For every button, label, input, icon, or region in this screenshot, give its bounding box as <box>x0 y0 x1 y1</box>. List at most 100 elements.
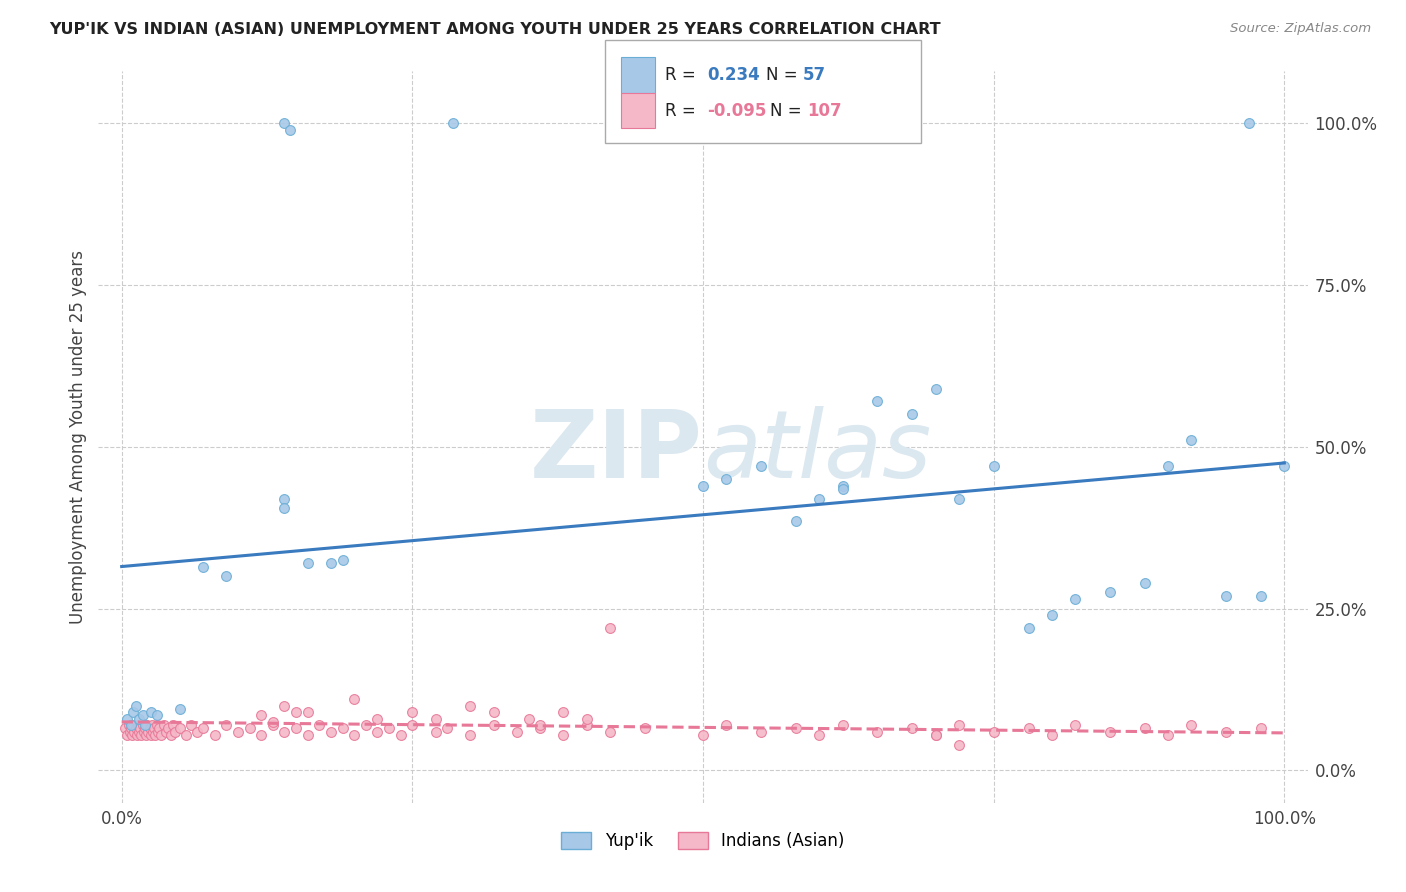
Point <box>389 728 412 742</box>
Point <box>901 408 924 422</box>
Point <box>134 718 156 732</box>
Point <box>121 728 143 742</box>
Point <box>174 728 197 742</box>
Point <box>138 722 160 736</box>
Point <box>129 722 152 736</box>
Point <box>599 621 621 635</box>
Point <box>1040 608 1063 623</box>
Point <box>122 718 145 732</box>
Text: N =: N = <box>766 66 797 84</box>
Point <box>1215 724 1237 739</box>
Point <box>250 728 273 742</box>
Point <box>1250 589 1272 603</box>
Point <box>308 718 330 732</box>
Point <box>1098 724 1121 739</box>
Point <box>901 722 924 736</box>
Point <box>1064 591 1087 606</box>
Point <box>124 724 146 739</box>
Point <box>262 714 284 729</box>
Point <box>924 728 946 742</box>
Text: ZIP: ZIP <box>530 406 703 498</box>
Point <box>634 722 657 736</box>
Point <box>239 722 262 736</box>
Point <box>204 728 226 742</box>
Point <box>142 724 165 739</box>
Point <box>273 491 295 506</box>
Point <box>134 722 156 736</box>
Point <box>1180 434 1202 448</box>
Point <box>278 122 301 136</box>
Point <box>1040 728 1063 742</box>
Point <box>1064 718 1087 732</box>
Point <box>378 722 401 736</box>
Point <box>924 382 946 396</box>
Point <box>145 728 167 742</box>
Point <box>366 712 388 726</box>
Text: R =: R = <box>665 102 696 120</box>
Point <box>118 718 141 732</box>
Point <box>785 722 807 736</box>
Point <box>297 705 319 719</box>
Point <box>152 718 174 732</box>
Point <box>124 722 146 736</box>
Point <box>122 705 145 719</box>
Point <box>169 702 191 716</box>
Point <box>1133 722 1156 736</box>
Point <box>866 394 889 409</box>
Point <box>716 718 738 732</box>
Point <box>1239 116 1261 130</box>
Point <box>125 728 148 742</box>
Point <box>460 728 482 742</box>
Point <box>425 724 447 739</box>
Point <box>343 692 366 706</box>
Text: N =: N = <box>770 102 801 120</box>
Point <box>1098 585 1121 599</box>
Point <box>273 501 295 516</box>
Point <box>482 718 505 732</box>
Point <box>749 459 772 474</box>
Point <box>749 724 772 739</box>
Point <box>1215 589 1237 603</box>
Point <box>155 724 177 739</box>
Point <box>157 722 180 736</box>
Point <box>529 722 551 736</box>
Point <box>831 482 853 496</box>
Point <box>332 722 354 736</box>
Point <box>162 718 184 732</box>
Point <box>553 705 575 719</box>
Point <box>273 116 295 130</box>
Point <box>692 478 714 492</box>
Point <box>948 718 970 732</box>
Text: 107: 107 <box>807 102 842 120</box>
Point <box>425 712 447 726</box>
Point <box>273 724 295 739</box>
Point <box>143 722 166 736</box>
Point <box>215 718 238 732</box>
Point <box>114 722 136 736</box>
Point <box>1272 459 1295 474</box>
Point <box>250 708 273 723</box>
Point <box>191 559 214 574</box>
Point <box>148 722 170 736</box>
Point <box>135 728 157 742</box>
Point <box>983 724 1005 739</box>
Point <box>215 569 238 583</box>
Point <box>139 728 162 742</box>
Point <box>785 514 807 528</box>
Point <box>145 708 167 723</box>
Point <box>127 718 149 732</box>
Point <box>482 705 505 719</box>
Point <box>117 712 139 726</box>
Point <box>1157 459 1180 474</box>
Point <box>145 718 167 732</box>
Point <box>366 724 388 739</box>
Point <box>575 712 598 726</box>
Y-axis label: Unemployment Among Youth under 25 years: Unemployment Among Youth under 25 years <box>69 250 87 624</box>
Point <box>186 724 208 739</box>
Text: 57: 57 <box>803 66 825 84</box>
Point <box>1250 722 1272 736</box>
Point <box>599 724 621 739</box>
Point <box>139 705 162 719</box>
Point <box>692 728 714 742</box>
Text: YUP'IK VS INDIAN (ASIAN) UNEMPLOYMENT AMONG YOUTH UNDER 25 YEARS CORRELATION CHA: YUP'IK VS INDIAN (ASIAN) UNEMPLOYMENT AM… <box>49 22 941 37</box>
